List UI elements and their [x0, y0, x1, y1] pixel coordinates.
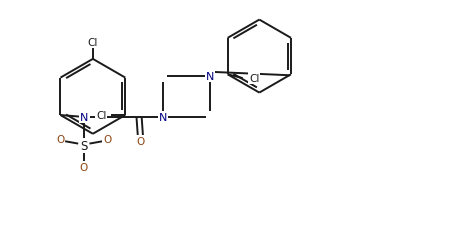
- Text: Cl: Cl: [96, 110, 107, 121]
- Text: O: O: [56, 134, 64, 144]
- Text: N: N: [206, 71, 214, 81]
- Text: N: N: [159, 112, 168, 122]
- Text: N: N: [80, 112, 88, 122]
- Text: Cl: Cl: [249, 74, 260, 84]
- Text: O: O: [137, 137, 145, 147]
- Text: O: O: [80, 162, 88, 172]
- Text: Cl: Cl: [88, 38, 98, 48]
- Text: O: O: [103, 134, 111, 144]
- Text: S: S: [80, 140, 88, 153]
